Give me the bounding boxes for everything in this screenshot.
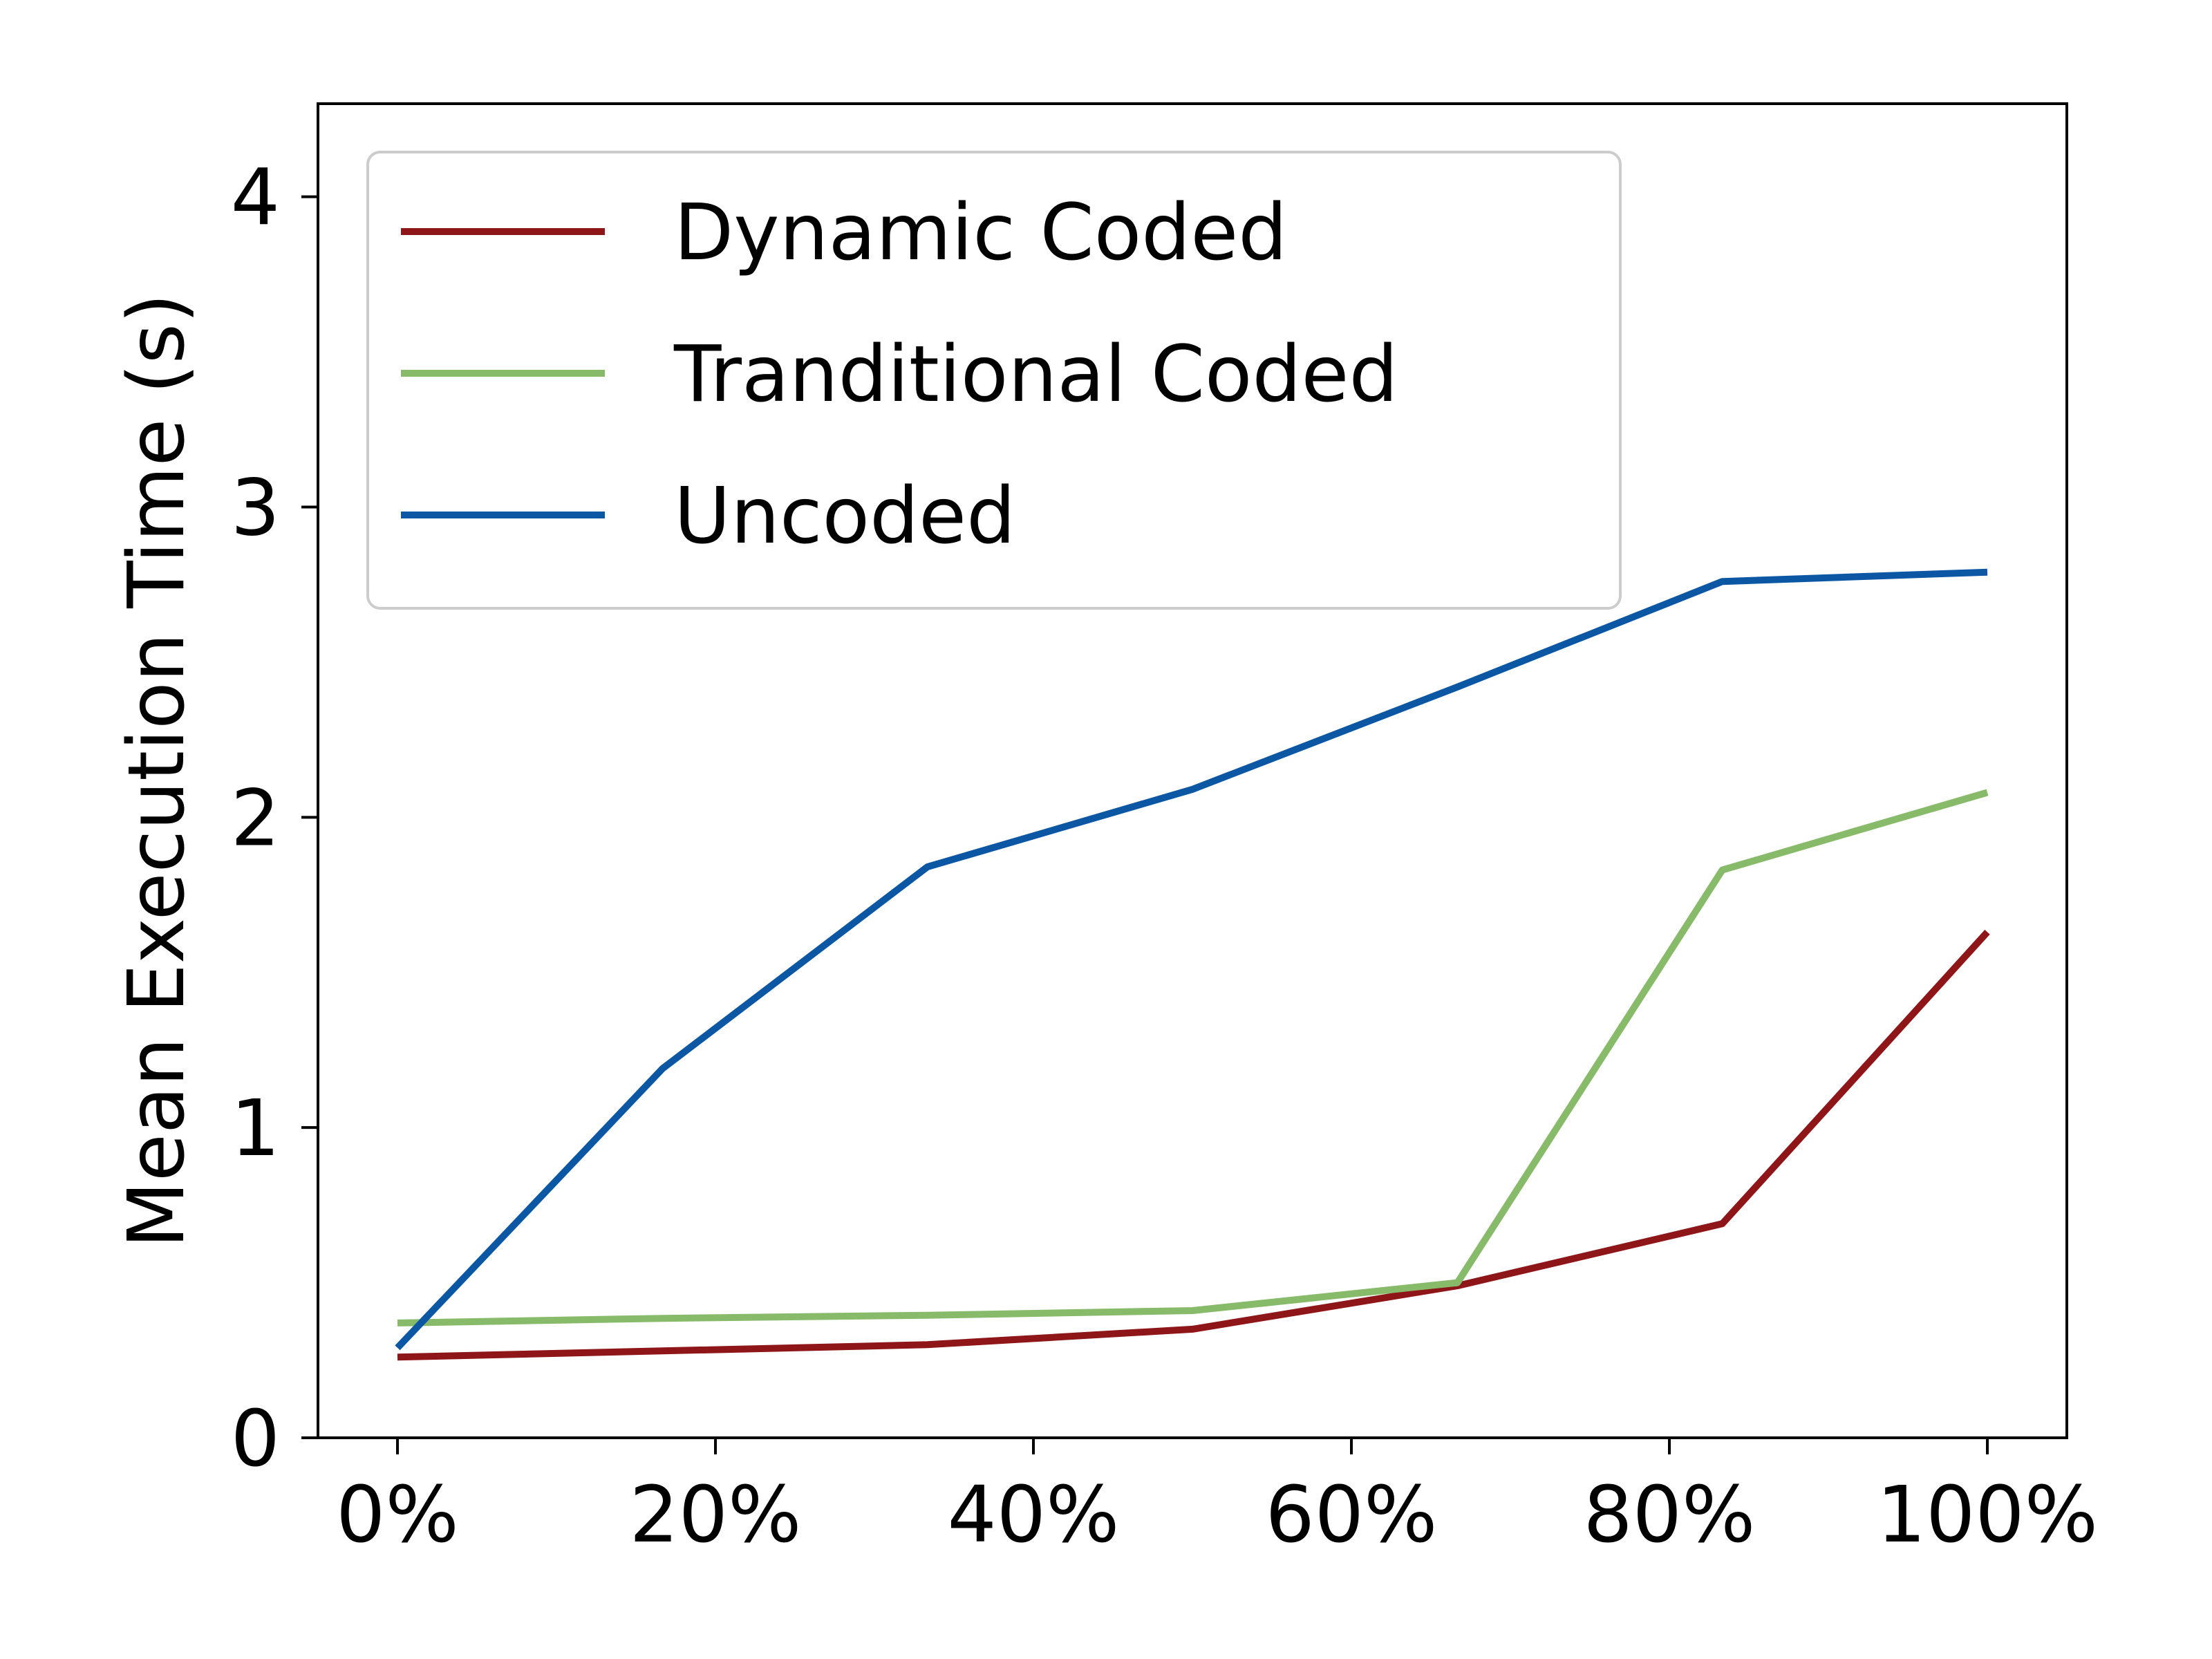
- y-axis-label: Mean Execution Time (s): [112, 293, 202, 1248]
- legend-box: [366, 151, 1622, 610]
- legend: Dynamic Coded Tranditional Coded Uncoded: [366, 151, 1622, 610]
- x-tick-label: 20%: [630, 1470, 802, 1560]
- y-tick-label: 4: [231, 153, 280, 243]
- series-layer: [395, 568, 1990, 1361]
- series-line-3: [395, 568, 1988, 1351]
- x-axis: 0% 20% 40% 60% 80% 100%: [336, 1438, 2098, 1560]
- plot-frame: [317, 102, 2068, 1439]
- x-tick-label: 40%: [948, 1470, 1120, 1560]
- legend-label: Tranditional Coded: [673, 330, 1398, 420]
- legend-label: Uncoded: [674, 471, 1015, 561]
- series-line-2: [397, 789, 1989, 1327]
- series-line-1: [397, 930, 1990, 1361]
- x-tick-label: 60%: [1266, 1470, 1438, 1560]
- y-tick-label: 0: [231, 1394, 280, 1484]
- y-tick-label: 3: [231, 463, 280, 553]
- legend-label: Dynamic Coded: [674, 188, 1287, 278]
- y-axis: 0 1 2 3 4: [231, 153, 318, 1484]
- x-tick-label: 0%: [336, 1470, 459, 1560]
- y-tick-label: 1: [231, 1084, 280, 1174]
- y-tick-label: 2: [231, 774, 280, 863]
- x-tick-label: 80%: [1584, 1470, 1756, 1560]
- x-tick-label: 100%: [1877, 1470, 2098, 1560]
